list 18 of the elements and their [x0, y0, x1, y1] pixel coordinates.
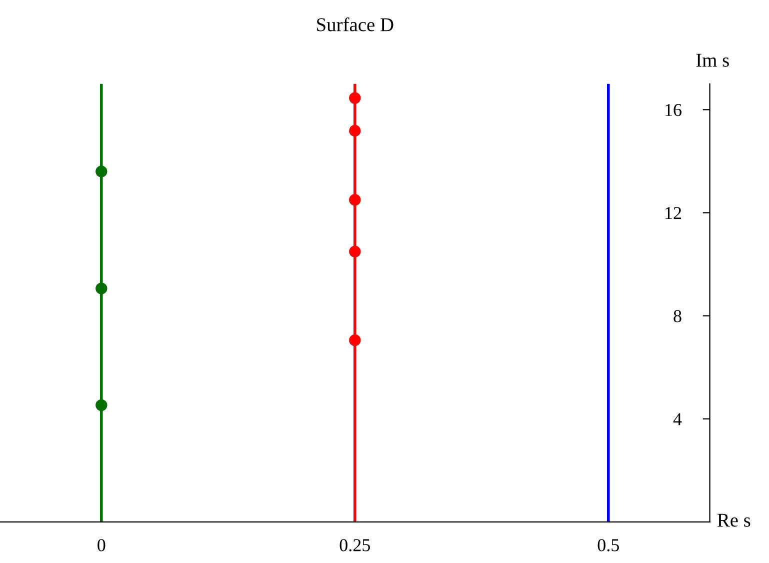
point [349, 124, 361, 137]
chart-title: Surface D [317, 17, 394, 32]
point [349, 246, 361, 258]
y-tick-label: 12 [666, 207, 682, 219]
y-tick-label: 16 [666, 104, 682, 116]
x-tick-label: 0 [98, 539, 106, 552]
point [96, 399, 108, 412]
point [349, 92, 361, 104]
y-tick-label: 4 [673, 413, 682, 426]
y-axis-title: Im s [696, 54, 729, 67]
x-axis-title: Re s [717, 514, 750, 527]
point [349, 334, 361, 346]
x-tick-label: 0.5 [598, 539, 619, 552]
y-tick-label: 8 [674, 310, 682, 322]
point [96, 166, 108, 178]
point [349, 194, 361, 206]
point [96, 282, 108, 294]
x-tick-label: 0.25 [340, 539, 370, 552]
